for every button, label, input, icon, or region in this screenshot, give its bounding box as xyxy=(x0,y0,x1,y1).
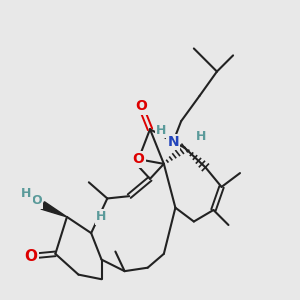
Text: H: H xyxy=(156,124,167,137)
Text: O: O xyxy=(133,152,144,166)
Text: H: H xyxy=(96,210,107,224)
Text: H: H xyxy=(196,130,206,143)
Text: O: O xyxy=(32,194,42,207)
Text: N: N xyxy=(167,135,179,149)
Polygon shape xyxy=(41,202,67,217)
Text: O: O xyxy=(25,249,38,264)
Text: O: O xyxy=(135,99,147,113)
Text: H: H xyxy=(21,187,32,200)
